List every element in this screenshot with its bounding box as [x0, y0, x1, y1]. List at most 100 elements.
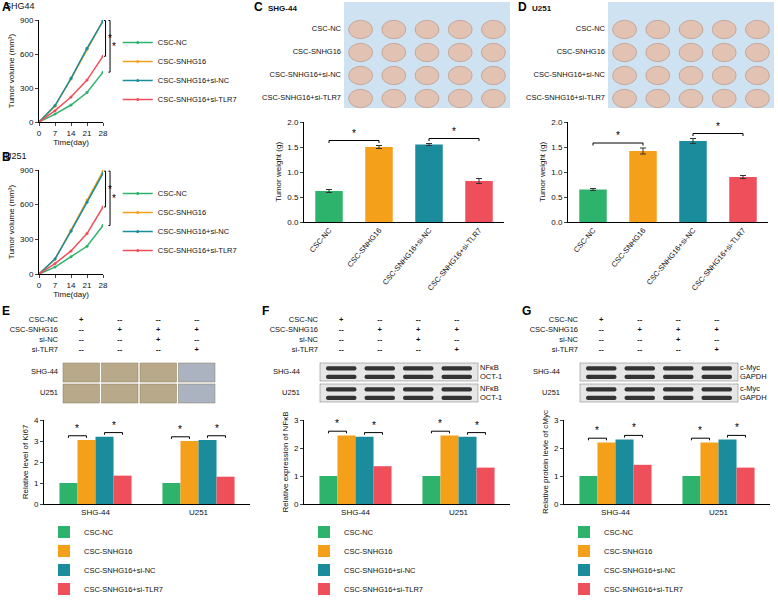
svg-text:--: --: [599, 325, 604, 334]
svg-text:+: +: [339, 315, 344, 324]
svg-text:CSC-SNHG16+si-TLR7: CSC-SNHG16+si-TLR7: [690, 226, 748, 292]
svg-text:600: 600: [20, 50, 34, 59]
svg-text:--: --: [676, 315, 681, 324]
svg-text:*: *: [698, 425, 702, 436]
svg-text:+: +: [156, 325, 161, 334]
svg-text:300: 300: [20, 84, 34, 93]
svg-text:+: +: [455, 325, 460, 334]
svg-text:U251: U251: [542, 388, 560, 397]
svg-text:0: 0: [34, 500, 39, 509]
svg-text:+: +: [715, 325, 720, 334]
svg-text:CSC-SNHG16+si-TLR7: CSC-SNHG16+si-TLR7: [526, 93, 605, 102]
svg-text:CSC-SNHG16+si-NC: CSC-SNHG16+si-NC: [534, 70, 606, 79]
svg-text:Tumor weight (g): Tumor weight (g): [538, 142, 547, 203]
svg-text:21: 21: [83, 281, 92, 290]
svg-text:SHG-44: SHG-44: [81, 508, 110, 517]
svg-text:U251: U251: [189, 508, 209, 517]
svg-text:si-TLR7: si-TLR7: [32, 345, 58, 354]
svg-text:1.5: 1.5: [551, 143, 563, 152]
svg-text:si-TLR7: si-TLR7: [552, 345, 578, 354]
svg-text:CSC-SNHG16+si-NC: CSC-SNHG16+si-NC: [645, 226, 698, 287]
svg-text:--: --: [637, 315, 642, 324]
svg-text:GAPDH: GAPDH: [740, 372, 767, 381]
svg-text:0.5: 0.5: [287, 193, 299, 202]
svg-text:0.5: 0.5: [551, 193, 563, 202]
svg-text:--: --: [339, 345, 344, 354]
svg-text:+: +: [195, 345, 200, 354]
svg-text:U251: U251: [40, 388, 58, 397]
svg-text:14: 14: [67, 129, 76, 138]
svg-text:--: --: [156, 315, 161, 324]
svg-text:si-TLR7: si-TLR7: [292, 345, 318, 354]
svg-text:SHG-44: SHG-44: [601, 508, 630, 517]
svg-text:*: *: [475, 420, 479, 431]
svg-text:*: *: [112, 193, 116, 204]
svg-text:*: *: [352, 128, 356, 139]
svg-text:--: --: [714, 335, 719, 344]
svg-text:900: 900: [20, 16, 34, 25]
svg-text:1.5: 1.5: [287, 143, 299, 152]
svg-text:+: +: [715, 345, 720, 354]
svg-text:CSC-SNHG16: CSC-SNHG16: [84, 547, 132, 556]
svg-text:CSC-SNHG16: CSC-SNHG16: [10, 325, 58, 334]
svg-text:--: --: [339, 335, 344, 344]
svg-text:*: *: [735, 422, 739, 433]
svg-text:300: 300: [20, 235, 34, 244]
svg-text:CSC-NC: CSC-NC: [308, 226, 334, 255]
svg-text:1: 1: [294, 472, 299, 481]
svg-text:U251: U251: [709, 508, 729, 517]
svg-text:0: 0: [37, 281, 42, 290]
svg-text:--: --: [454, 315, 459, 324]
svg-text:+: +: [416, 335, 421, 344]
svg-text:3: 3: [34, 437, 39, 446]
svg-text:1: 1: [554, 472, 559, 481]
svg-text:28: 28: [99, 129, 108, 138]
svg-text:2: 2: [34, 458, 39, 467]
svg-text:--: --: [377, 315, 382, 324]
svg-text:SHG-44: SHG-44: [273, 367, 300, 376]
svg-text:Tumor volume (mm³): Tumor volume (mm³): [7, 184, 16, 259]
svg-text:*: *: [616, 130, 620, 141]
svg-text:CSC-SNHG16+si-NC: CSC-SNHG16+si-NC: [84, 566, 156, 575]
svg-text:--: --: [599, 345, 604, 354]
svg-text:+: +: [118, 325, 123, 334]
svg-text:U251: U251: [532, 4, 552, 13]
svg-text:*: *: [716, 121, 720, 132]
svg-text:OCT-1: OCT-1: [480, 393, 502, 402]
svg-text:2: 2: [554, 444, 559, 453]
svg-text:U251: U251: [282, 388, 300, 397]
svg-text:*: *: [178, 424, 182, 435]
svg-text:+: +: [599, 315, 604, 324]
svg-text:CSC-SNHG16: CSC-SNHG16: [270, 325, 318, 334]
svg-text:--: --: [194, 335, 199, 344]
svg-text:SHG-44: SHG-44: [268, 4, 297, 13]
svg-text:2.0: 2.0: [287, 118, 299, 127]
svg-text:1.0: 1.0: [551, 168, 563, 177]
svg-text:7: 7: [53, 129, 58, 138]
svg-text:+: +: [156, 335, 161, 344]
svg-text:CSC-SNHG16+si-TLR7: CSC-SNHG16+si-TLR7: [262, 93, 341, 102]
svg-text:28: 28: [99, 281, 108, 290]
svg-text:CSC-SNHG16+si-TLR7: CSC-SNHG16+si-TLR7: [344, 585, 423, 594]
svg-text:--: --: [117, 335, 122, 344]
svg-text:3: 3: [554, 416, 559, 425]
svg-text:--: --: [637, 335, 642, 344]
svg-text:Tumor volume (mm³): Tumor volume (mm³): [7, 33, 16, 108]
svg-text:CSC-SNHG16+si-NC: CSC-SNHG16+si-NC: [158, 227, 230, 236]
svg-text:CSC-SNHG16+si-NC: CSC-SNHG16+si-NC: [344, 566, 416, 575]
svg-text:*: *: [108, 184, 112, 195]
svg-text:3: 3: [294, 416, 299, 425]
svg-text:CSC-SNHG16: CSC-SNHG16: [344, 547, 392, 556]
svg-text:21: 21: [83, 129, 92, 138]
svg-text:+: +: [79, 315, 84, 324]
svg-text:2: 2: [294, 444, 299, 453]
svg-text:CSC-SNHG16+si-NC: CSC-SNHG16+si-NC: [270, 70, 342, 79]
svg-text:+: +: [195, 325, 200, 334]
svg-text:*: *: [108, 33, 112, 44]
svg-text:Relative expression of NFκB: Relative expression of NFκB: [281, 412, 290, 513]
svg-text:900: 900: [20, 166, 34, 175]
svg-text:SHG-44: SHG-44: [533, 367, 560, 376]
svg-text:--: --: [416, 315, 421, 324]
svg-text:+: +: [416, 325, 421, 334]
svg-text:0: 0: [29, 270, 34, 279]
